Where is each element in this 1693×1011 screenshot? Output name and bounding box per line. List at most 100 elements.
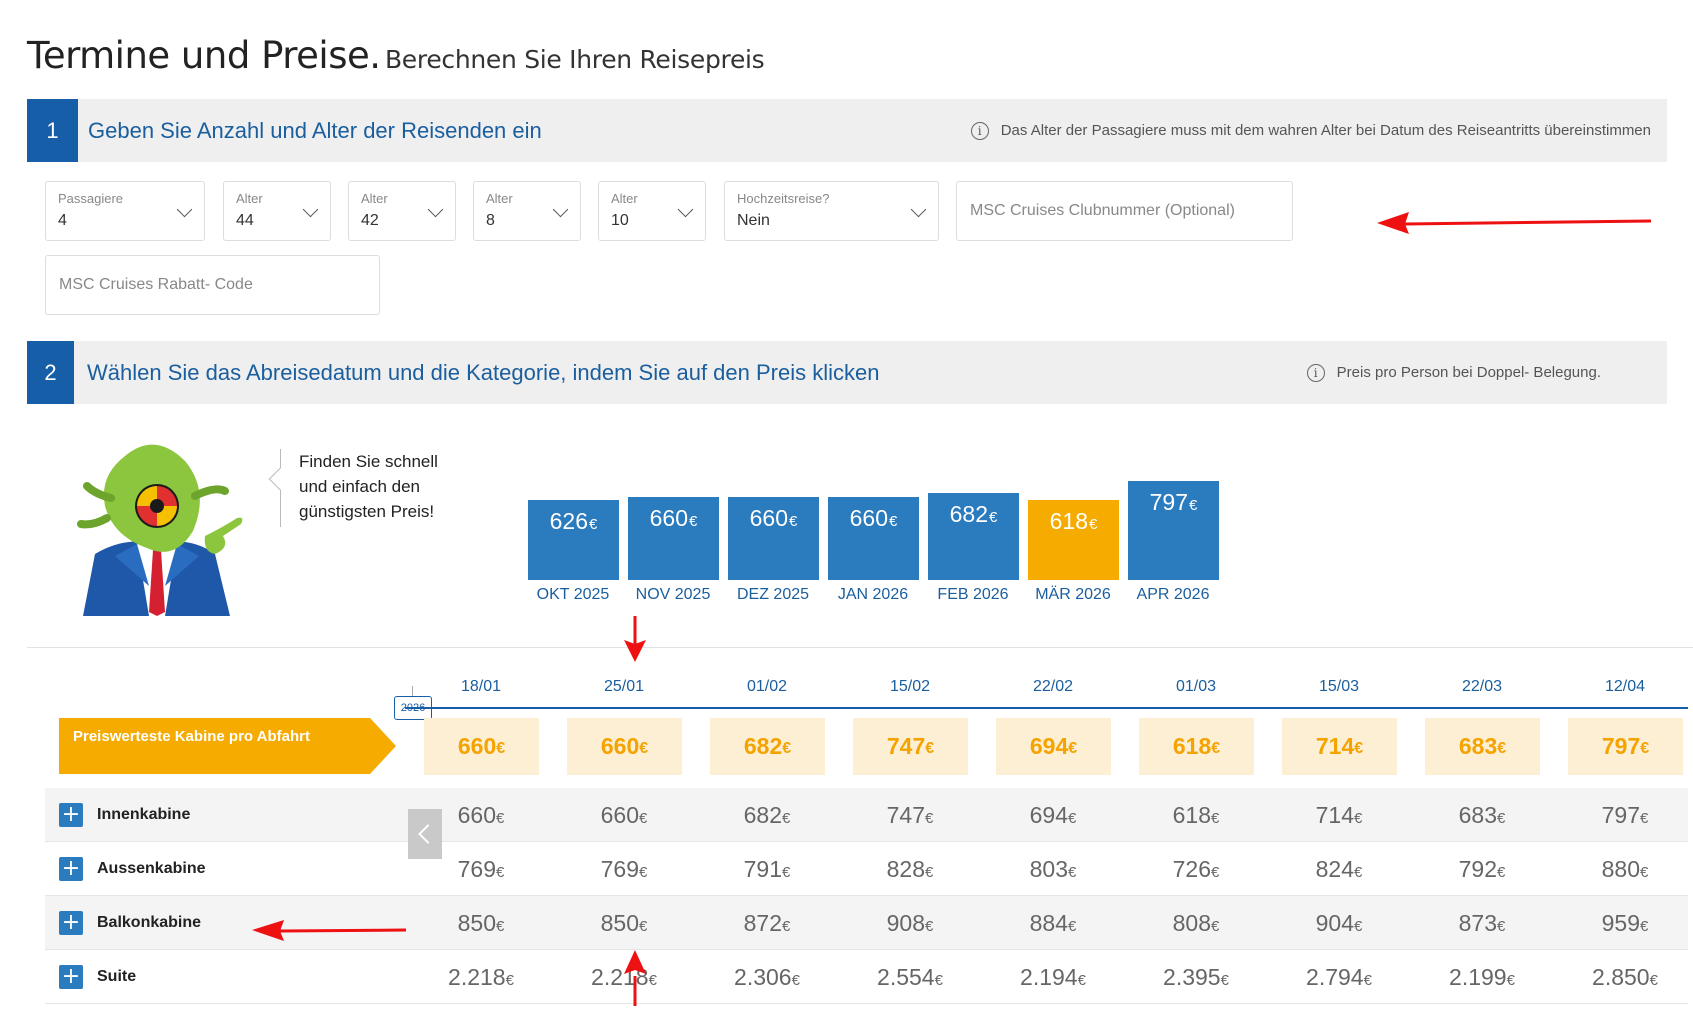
- cabin-price[interactable]: 2.218 €: [591, 963, 657, 990]
- cabin-price[interactable]: 797 €: [1601, 801, 1649, 828]
- step1-number: 1: [27, 99, 78, 162]
- best-price-cell[interactable]: 797 €: [1568, 718, 1683, 775]
- currency-symbol: €: [589, 516, 598, 533]
- cabin-price[interactable]: 714 €: [1315, 801, 1363, 828]
- month-label[interactable]: DEZ 2025: [736, 586, 810, 603]
- age-select-4[interactable]: Alter 10: [598, 181, 706, 241]
- best-price-cell[interactable]: 683 €: [1425, 718, 1540, 775]
- date-header: 01/03: [1175, 678, 1217, 695]
- step1-note: i Das Alter der Passagiere muss mit dem …: [970, 99, 1651, 162]
- month-label[interactable]: NOV 2025: [635, 586, 711, 603]
- chevron-down-icon: [910, 201, 927, 218]
- cabin-price[interactable]: 2.554 €: [877, 963, 943, 990]
- honeymoon-label: Hochzeitsreise?: [737, 191, 830, 206]
- honeymoon-select[interactable]: Hochzeitsreise? Nein: [724, 181, 939, 241]
- promo-line-1: Finden Sie schnell: [299, 452, 438, 471]
- cabin-price[interactable]: 694 €: [1029, 801, 1077, 828]
- month-label[interactable]: FEB 2026: [937, 586, 1009, 603]
- cabin-price[interactable]: 769 €: [600, 855, 648, 882]
- date-header: 22/02: [1032, 678, 1074, 695]
- cabin-price[interactable]: 808 €: [1172, 909, 1220, 936]
- best-price-cell[interactable]: 618 €: [1139, 718, 1254, 775]
- currency-symbol: €: [925, 740, 935, 757]
- month-bar-apr-2026[interactable]: 797 €: [1128, 481, 1219, 580]
- best-price-cell[interactable]: 682 €: [710, 718, 825, 775]
- speech-bubble-tip: [268, 467, 292, 491]
- age-label: Alter: [486, 191, 513, 206]
- cabin-price[interactable]: 2.306 €: [734, 963, 800, 990]
- month-bar-feb-2026[interactable]: 682 €: [928, 493, 1019, 580]
- cabin-price[interactable]: 880 €: [1601, 855, 1649, 882]
- month-bar-okt-2025[interactable]: 626 €: [528, 500, 619, 580]
- cabin-price[interactable]: 828 €: [886, 855, 934, 882]
- month-bar-dez-2025[interactable]: 660 €: [728, 497, 819, 580]
- cabin-price[interactable]: 618 €: [1172, 801, 1220, 828]
- cabin-price[interactable]: 2.794 €: [1306, 963, 1372, 990]
- month-label[interactable]: JAN 2026: [837, 586, 909, 603]
- currency-symbol: €: [496, 740, 506, 757]
- passengers-value: 4: [58, 212, 67, 229]
- scroll-left-button[interactable]: [408, 809, 442, 859]
- best-price-cell[interactable]: 694 €: [996, 718, 1111, 775]
- cabin-price[interactable]: 660 €: [600, 801, 648, 828]
- cabin-price[interactable]: 2.218 €: [448, 963, 514, 990]
- cabin-price[interactable]: 803 €: [1029, 855, 1077, 882]
- cabin-price[interactable]: 683 €: [1458, 801, 1506, 828]
- best-price-cell[interactable]: 747 €: [853, 718, 968, 775]
- plus-icon[interactable]: +: [59, 857, 83, 881]
- cabin-price[interactable]: 872 €: [743, 909, 791, 936]
- cabin-price[interactable]: 959 €: [1601, 909, 1649, 936]
- row-separator: [45, 895, 1688, 896]
- cabin-name: Aussenkabine: [97, 860, 206, 877]
- plus-icon[interactable]: +: [59, 803, 83, 827]
- cabin-price[interactable]: 2.395 €: [1163, 963, 1229, 990]
- currency-symbol: €: [1497, 740, 1507, 757]
- month-bar-mar-2026[interactable]: 618 €: [1028, 500, 1119, 580]
- age-select-1[interactable]: Alter 44: [223, 181, 331, 241]
- best-cabin-label: Preiswerteste Kabine pro Abfahrt: [59, 718, 396, 774]
- cabin-price[interactable]: 850 €: [457, 909, 505, 936]
- month-label[interactable]: APR 2026: [1136, 586, 1210, 603]
- cabin-price[interactable]: 726 €: [1172, 855, 1220, 882]
- cabin-price[interactable]: 904 €: [1315, 909, 1363, 936]
- cabin-price[interactable]: 873 €: [1458, 909, 1506, 936]
- info-icon: i: [1306, 363, 1325, 382]
- cabin-price[interactable]: 747 €: [886, 801, 934, 828]
- best-price-cell[interactable]: 660 €: [567, 718, 682, 775]
- cabin-row-balkonkabine: + Balkonkabine 850 € 850 € 872 € 908 € 884 € …: [45, 896, 1688, 950]
- cabin-price[interactable]: 884 €: [1029, 909, 1077, 936]
- cabin-row-suite: + Suite 2.218 € 2.218 € 2.306 € 2.554 € 2.19…: [45, 950, 1688, 1004]
- month-bar-jan-2026[interactable]: 660 €: [828, 497, 919, 580]
- cabin-price[interactable]: 682 €: [743, 801, 791, 828]
- cabin-price[interactable]: 850 €: [600, 909, 648, 936]
- age-select-2[interactable]: Alter 42: [348, 181, 456, 241]
- plus-icon[interactable]: +: [59, 965, 83, 989]
- cabin-price[interactable]: 660 €: [457, 801, 505, 828]
- age-value: 42: [361, 212, 379, 229]
- age-select-3[interactable]: Alter 8: [473, 181, 581, 241]
- age-value: 8: [486, 212, 495, 229]
- step1-header: 1 Geben Sie Anzahl und Alter der Reisend…: [27, 99, 1667, 162]
- chevron-down-icon: [552, 201, 569, 218]
- best-price-cell[interactable]: 714 €: [1282, 718, 1397, 775]
- passengers-select[interactable]: Passagiere 4: [45, 181, 205, 241]
- cabin-price[interactable]: 769 €: [457, 855, 505, 882]
- plus-icon[interactable]: +: [59, 911, 83, 935]
- cabin-price[interactable]: 792 €: [1458, 855, 1506, 882]
- cabin-price[interactable]: 908 €: [886, 909, 934, 936]
- cabin-price[interactable]: 2.850 €: [1592, 963, 1658, 990]
- month-label[interactable]: MÄR 2026: [1035, 586, 1111, 603]
- discount-code-placeholder: MSC Cruises Rabatt- Code: [59, 276, 253, 293]
- cabin-price[interactable]: 791 €: [743, 855, 791, 882]
- currency-symbol: €: [1211, 740, 1221, 757]
- best-price-cell[interactable]: 660 €: [424, 718, 539, 775]
- age-label: Alter: [236, 191, 263, 206]
- cabin-price[interactable]: 2.199 €: [1449, 963, 1515, 990]
- month-bar-nov-2025[interactable]: 660 €: [628, 497, 719, 580]
- chevron-down-icon: [302, 201, 319, 218]
- month-label[interactable]: OKT 2025: [536, 586, 610, 603]
- cabin-price[interactable]: 824 €: [1315, 855, 1363, 882]
- discount-code-input[interactable]: MSC Cruises Rabatt- Code: [45, 255, 380, 315]
- club-number-input[interactable]: MSC Cruises Clubnummer (Optional): [956, 181, 1293, 241]
- cabin-price[interactable]: 2.194 €: [1020, 963, 1086, 990]
